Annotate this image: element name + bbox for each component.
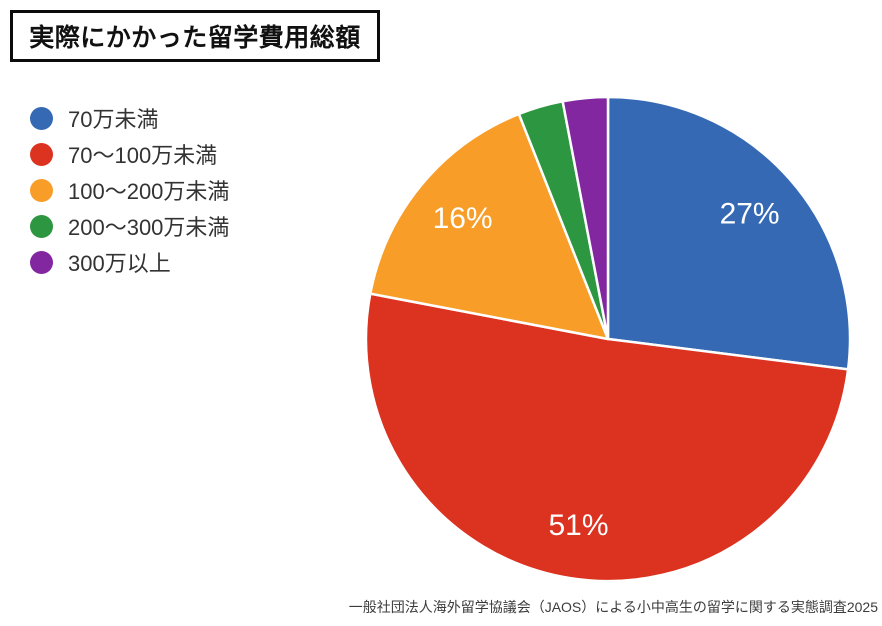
legend-item-1: 70〜100万未満 [30,140,229,168]
chart-title: 実際にかかった留学費用総額 [29,24,361,52]
pie-slice-label-0: 27% [720,198,780,231]
legend-label: 100〜200万未満 [68,179,230,204]
legend-item-4: 300万以上 [30,248,229,276]
legend-color-dot [30,214,53,238]
legend-color-dot [30,178,53,202]
legend-label: 300万以上 [68,251,171,276]
source-attribution: 一般社団法人海外留学協議会（JAOS）による小中高生の留学に関する実態調査202… [348,599,878,615]
pie-slice-2 [369,112,610,341]
legend-label: 70〜100万未満 [68,143,218,168]
legend-item-0: 70万未満 [30,104,229,132]
legend-item-3: 200〜300万未満 [30,212,229,240]
legend: 70万未満 70〜100万未満 100〜200万未満 200〜300万未満 300万以上 [30,104,229,284]
legend-item-2: 100〜200万未満 [30,176,229,204]
pie-slice-1 [364,292,850,583]
pie-slice-label-2: 16% [433,202,493,235]
pie-slice-0 [606,95,852,371]
legend-color-dot [30,250,53,274]
legend-label: 200〜300万未満 [68,215,230,240]
legend-label: 70万未満 [68,107,159,132]
pie-slice-label-1: 51% [548,509,608,542]
chart-title-box: 実際にかかった留学費用総額 [10,10,380,62]
pie-chart: 27% 51% 16% [364,95,852,583]
pie-chart-container: 27% 51% 16% [364,95,852,583]
legend-color-dot [30,142,53,166]
legend-color-dot [30,106,53,130]
pie-slice-4 [561,95,610,341]
